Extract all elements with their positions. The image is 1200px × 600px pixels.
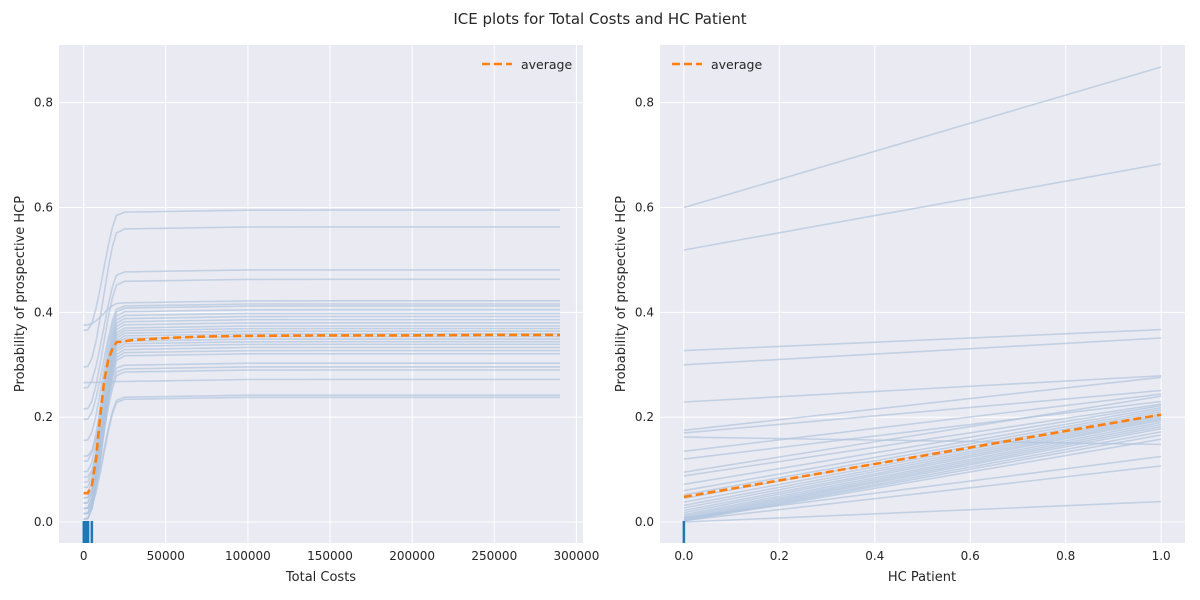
y-tick-label: 0.8 (34, 96, 53, 110)
y-tick-label: 0.8 (635, 96, 654, 110)
ice-line-hc-patient-20 (683, 419, 1162, 514)
ice-panel-total-costs: 0 50000 100000 150000 200000 250000 300000 0.0… (13, 45, 599, 585)
ice-panel-hc-patient: 0.0 0.2 0.4 0.6 0.8 1.0 0.0 0.2 0.4 0.6 0.8 HC Pa… (614, 45, 1185, 585)
y-tick-label: 0.6 (635, 201, 654, 215)
y-tick-label: 0.4 (34, 305, 53, 319)
x-axis-label-hc-patient: HC Patient (888, 570, 956, 585)
x-tick-label: 0.8 (1056, 549, 1075, 563)
y-tick-label: 0.6 (34, 201, 53, 215)
ice-line-total-costs-1 (83, 226, 560, 368)
ice-line-hc-patient-17 (683, 414, 1162, 507)
ice-line-total-costs-5 (83, 303, 560, 421)
ice-line-hc-patient-21 (683, 421, 1162, 516)
ice-line-total-costs-4 (83, 300, 560, 326)
x-ticks-hc-patient: 0.0 0.2 0.4 0.6 0.8 1.0 (674, 549, 1170, 563)
ice-line-hc-patient-1 (683, 163, 1162, 251)
grid-hc-patient (660, 45, 1185, 543)
ice-line-hc-patient-2 (683, 328, 1162, 352)
y-tick-label: 0.2 (34, 410, 53, 424)
ice-line-hc-patient-22 (683, 423, 1162, 518)
ice-line-total-costs-0 (83, 209, 560, 331)
ice-line-hc-patient-23 (683, 425, 1162, 519)
ice-line-hc-patient-18 (683, 416, 1162, 509)
average-line-total-costs (83, 333, 560, 495)
x-ticks-total-costs: 0 50000 100000 150000 200000 250000 300000 (80, 549, 600, 563)
y-ticks-hc-patient: 0.0 0.2 0.4 0.6 0.8 (635, 96, 654, 529)
figure-title: ICE plots for Total Costs and HC Patient (453, 10, 746, 28)
ice-line-total-costs-28 (83, 396, 560, 515)
x-tick-label: 50000 (147, 549, 185, 563)
y-tick-label: 0.0 (635, 515, 654, 529)
plot-area-total-costs (59, 45, 583, 543)
ice-line-hc-patient-3 (683, 337, 1162, 366)
ice-line-hc-patient-28 (683, 455, 1162, 519)
y-tick-label: 0.0 (34, 515, 53, 529)
ice-line-total-costs-2 (83, 269, 560, 389)
x-axis-label-total-costs: Total Costs (285, 570, 356, 585)
legend-total-costs: average (482, 57, 572, 72)
rug-total-costs (82, 521, 94, 543)
ice-line-hc-patient-5 (683, 376, 1162, 432)
x-tick-label: 200000 (389, 549, 435, 563)
ice-line-hc-patient-11 (683, 403, 1162, 477)
x-tick-label: 0.6 (961, 549, 980, 563)
ice-line-hc-patient-0 (683, 66, 1162, 209)
ice-line-hc-patient-4 (683, 375, 1162, 403)
ice-line-hc-patient-13 (683, 407, 1162, 492)
ice-lines-hc-patient (683, 66, 1162, 523)
y-tick-label: 0.2 (635, 410, 654, 424)
y-axis-label-total-costs: Probability of prospective HCP (13, 196, 28, 392)
ice-line-hc-patient-26 (683, 434, 1162, 522)
x-tick-label: 0.4 (865, 549, 884, 563)
ice-line-hc-patient-6 (683, 389, 1162, 434)
x-tick-label: 150000 (307, 549, 353, 563)
ice-line-total-costs-7 (83, 308, 560, 462)
legend-label-average: average (521, 57, 572, 72)
y-ticks-total-costs: 0.0 0.2 0.4 0.6 0.8 (34, 96, 53, 529)
ice-line-total-costs-25 (83, 369, 560, 499)
x-tick-label: 0.0 (674, 549, 693, 563)
ice-line-hc-patient-24 (683, 427, 1162, 520)
x-tick-label: 0.2 (770, 549, 789, 563)
legend-hc-patient: average (672, 57, 762, 72)
y-tick-label: 0.4 (635, 305, 654, 319)
x-tick-label: 1.0 (1152, 549, 1171, 563)
ice-line-hc-patient-19 (683, 418, 1162, 512)
ice-line-total-costs-26 (83, 378, 560, 384)
ice-line-hc-patient-14 (683, 409, 1162, 496)
ice-line-total-costs-8 (83, 312, 560, 473)
grid-total-costs (59, 45, 583, 543)
ice-line-hc-patient-12 (683, 404, 1162, 486)
x-tick-label: 250000 (471, 549, 517, 563)
ice-line-total-costs-3 (83, 278, 560, 410)
ice-line-hc-patient-29 (683, 465, 1162, 522)
ice-line-hc-patient-25 (683, 431, 1162, 521)
y-axis-label-hc-patient: Probability of prospective HCP (614, 196, 629, 392)
ice-line-hc-patient-10 (683, 395, 1162, 473)
legend-label-average: average (711, 57, 762, 72)
ice-line-total-costs-6 (83, 305, 560, 442)
x-tick-label: 300000 (554, 549, 600, 563)
x-tick-label: 0 (80, 549, 88, 563)
average-line-hc-patient (683, 413, 1162, 499)
ice-line-hc-patient-8 (683, 393, 1162, 453)
ice-line-hc-patient-30 (683, 500, 1162, 523)
ice-line-total-costs-23 (83, 362, 560, 457)
x-tick-label: 100000 (225, 549, 271, 563)
ice-line-hc-patient-9 (683, 400, 1162, 460)
ice-line-total-costs-27 (83, 394, 560, 510)
